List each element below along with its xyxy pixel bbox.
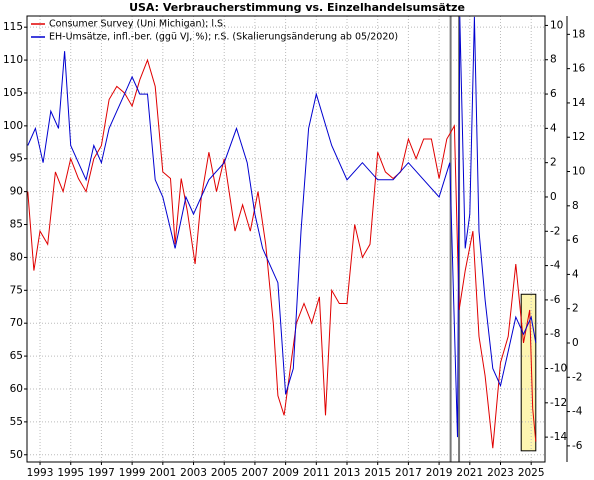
y3-tick-label: -2	[572, 371, 582, 383]
x-tick-label: 1997	[88, 467, 115, 479]
y2-tick-label: 8	[550, 54, 557, 66]
x-tick-label: 2007	[242, 467, 269, 479]
y3-tick-label: 0	[572, 337, 579, 349]
y3-tick-label: 14	[572, 97, 586, 109]
y3-tick-label: 8	[572, 200, 579, 212]
y-tick-label: 80	[10, 251, 23, 263]
y-tick-label: 75	[10, 284, 23, 296]
y3-tick-label: 10	[572, 166, 585, 178]
x-tick-label: 2003	[180, 467, 207, 479]
y-tick-label: 105	[3, 87, 23, 99]
x-tick-label: 1999	[119, 467, 146, 479]
x-tick-label: 2005	[211, 467, 238, 479]
y2-tick-label: -4	[550, 260, 561, 272]
y-tick-label: 90	[10, 186, 23, 198]
chart-title: USA: Verbraucherstimmung vs. Einzelhande…	[129, 1, 465, 14]
x-tick-label: 2001	[149, 467, 176, 479]
y3-tick-label: 16	[572, 63, 586, 75]
y3-tick-label: -4	[572, 406, 583, 418]
x-tick-label: 1993	[27, 467, 54, 479]
y2-tick-label: -6	[550, 294, 561, 306]
x-tick-label: 2017	[395, 467, 422, 479]
y2-tick-label: 6	[550, 88, 557, 100]
x-tick-label: 2015	[364, 467, 391, 479]
y3-tick-label: 12	[572, 131, 585, 143]
x-tick-label: 2021	[456, 467, 483, 479]
y2-tick-label: -8	[550, 328, 560, 340]
x-tick-label: 2023	[487, 467, 514, 479]
y-tick-label: 95	[10, 153, 23, 165]
y3-tick-label: 4	[572, 268, 579, 280]
y-tick-label: 115	[3, 21, 23, 33]
plot-frame	[26, 15, 546, 463]
y2-tick-label: -12	[550, 397, 567, 409]
data-line	[27, 58, 537, 449]
y-tick-label: 65	[10, 350, 23, 362]
y-tick-label: 50	[10, 449, 23, 461]
x-tick-label: 2025	[518, 467, 545, 479]
y2-tick-label: 10	[550, 19, 563, 31]
y3-tick-label: 2	[572, 303, 579, 315]
x-tick-label: 1995	[57, 467, 84, 479]
y3-tick-label: 18	[572, 28, 585, 40]
y-tick-label: 85	[10, 219, 23, 231]
x-tick-label: 2013	[334, 467, 361, 479]
x-tick-label: 2011	[303, 467, 330, 479]
y3-tick-label: -6	[572, 440, 583, 452]
legend-label: Consumer Survey (Uni Michigan); l.S.	[49, 19, 226, 30]
x-tick-label: 2009	[272, 467, 299, 479]
y-tick-label: 100	[3, 120, 23, 132]
legend-label: EH-Umsätze, infl.-ber. (ggü VJ, %); r.S.…	[49, 32, 398, 43]
y2-tick-label: 2	[550, 157, 557, 169]
y2-tick-label: -10	[550, 363, 567, 375]
y2-tick-label: -2	[550, 225, 560, 237]
y2-tick-label: 4	[550, 122, 557, 134]
y3-tick-label: 6	[572, 234, 579, 246]
y2-tick-label: -14	[550, 431, 567, 443]
y-tick-label: 70	[10, 317, 23, 329]
y2-tick-label: 0	[550, 191, 557, 203]
y-tick-label: 60	[10, 383, 23, 395]
y-tick-label: 55	[10, 416, 23, 428]
plot-area	[27, 16, 545, 462]
data-line	[27, 16, 537, 438]
x-tick-label: 2019	[426, 467, 453, 479]
y-tick-label: 110	[3, 54, 23, 66]
